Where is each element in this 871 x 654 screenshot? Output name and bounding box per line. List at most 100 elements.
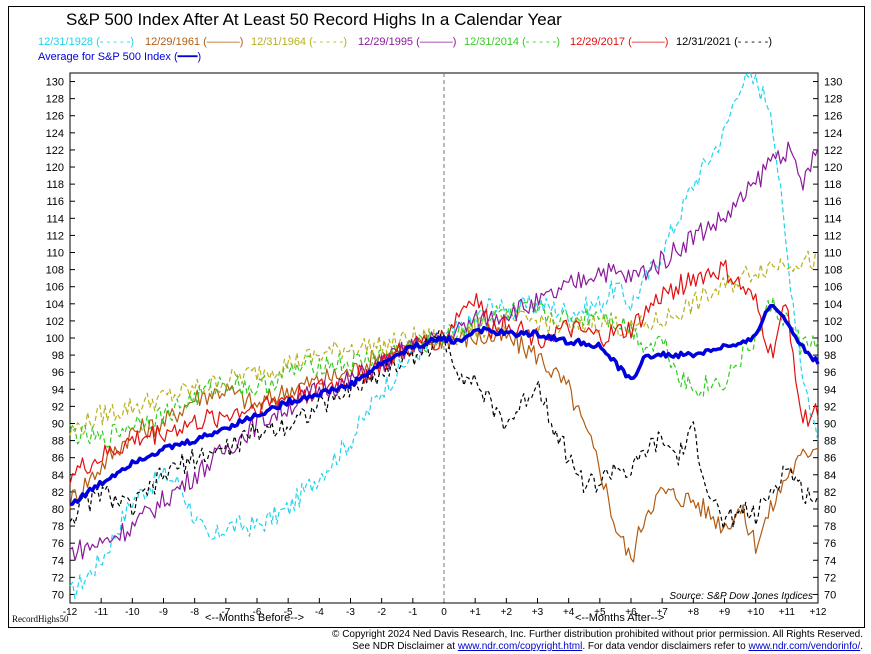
y-tick-label-left: 124 — [46, 128, 64, 140]
disclaimer-text-c: . — [860, 641, 863, 652]
legend-item-2017: 12/29/2017 (———) — [570, 36, 668, 48]
legend-label-1928: 12/31/1928 — [38, 36, 94, 48]
series-line-average — [69, 303, 820, 507]
y-tick-label-left: 118 — [46, 179, 64, 191]
y-tick-label-right: 104 — [824, 299, 842, 311]
y-tick-label-right: 118 — [824, 179, 842, 191]
x-tick-label: +4 — [563, 607, 575, 618]
y-tick-label-right: 74 — [824, 555, 836, 567]
y-tick-label-right: 102 — [824, 316, 842, 328]
legend-item-1995: 12/29/1995 (———) — [358, 36, 456, 48]
legend-item-average: Average for S&P 500 Index (━━━) — [38, 50, 201, 63]
legend-swatch-2021: (- - - - -) — [734, 36, 772, 48]
legend-item-1928: 12/31/1928 (- - - - -) — [38, 36, 134, 48]
y-tick-label-left: 84 — [52, 470, 64, 482]
x-tick-label: -12 — [63, 607, 78, 618]
legend-item-2021: 12/31/2021 (- - - - -) — [676, 36, 772, 48]
x-tick-label: -10 — [125, 607, 140, 618]
legend-label-average: Average for S&P 500 Index — [38, 51, 171, 63]
x-tick-label: 0 — [441, 607, 447, 618]
legend-swatch-average: (━━━) — [173, 51, 202, 63]
chart-frame — [8, 6, 865, 628]
y-tick-label-right: 110 — [824, 248, 842, 260]
x-tick-label: +8 — [688, 607, 700, 618]
x-tick-label: +11 — [779, 607, 796, 618]
y-tick-label-right: 86 — [824, 453, 836, 465]
y-tick-label-left: 104 — [46, 299, 64, 311]
chart-code: RecordHighs50 — [12, 614, 69, 624]
months-after-label: <--Months After--> — [575, 612, 665, 624]
x-tick-label: +6 — [625, 607, 637, 618]
disclaimer-text-a: See NDR Disclaimer at — [352, 641, 458, 652]
legend-item-1961: 12/29/1961 (———) — [145, 36, 243, 48]
x-tick-label: +10 — [747, 607, 764, 618]
disclaimer-text-b: . For data vendor disclaimers refer to — [582, 641, 749, 652]
x-tick-label: -4 — [315, 607, 324, 618]
legend-item-2014: 12/31/2014 (- - - - -) — [464, 36, 560, 48]
y-tick-label-right: 112 — [824, 230, 842, 242]
y-tick-label-left: 108 — [46, 265, 64, 277]
y-tick-label-left: 116 — [46, 196, 64, 208]
disclaimer-footer: See NDR Disclaimer at www.ndr.com/copyri… — [352, 641, 863, 652]
legend-label-1961: 12/29/1961 — [145, 36, 201, 48]
y-tick-label-right: 80 — [824, 504, 836, 516]
y-tick-label-right: 84 — [824, 470, 836, 482]
y-tick-label-left: 126 — [46, 111, 64, 123]
y-tick-label-right: 94 — [824, 384, 836, 396]
y-tick-label-right: 96 — [824, 367, 836, 379]
y-tick-label-left: 128 — [46, 94, 64, 106]
legend-label-1964: 12/31/1964 — [251, 36, 307, 48]
y-tick-label-left: 72 — [52, 572, 64, 584]
y-tick-label-right: 116 — [824, 196, 842, 208]
x-tick-label: -7 — [221, 607, 230, 618]
legend-label-2014: 12/31/2014 — [464, 36, 520, 48]
legend-label-2017: 12/29/2017 — [570, 36, 626, 48]
legend-swatch-1928: (- - - - -) — [96, 36, 134, 48]
y-tick-label-left: 112 — [46, 230, 64, 242]
y-tick-label-right: 92 — [824, 401, 836, 413]
copyright-link[interactable]: www.ndr.com/copyright.html — [457, 641, 583, 652]
legend-swatch-1964: (- - - - -) — [309, 36, 347, 48]
y-tick-label-left: 98 — [52, 350, 64, 362]
series-line-12-31-2021 — [69, 330, 819, 530]
x-tick-label: -1 — [408, 607, 417, 618]
y-tick-label-right: 82 — [824, 487, 836, 499]
y-tick-label-right: 98 — [824, 350, 836, 362]
copyright-footer: © Copyright 2024 Ned Davis Research, Inc… — [332, 629, 863, 640]
x-tick-label: -6 — [253, 607, 262, 618]
y-tick-label-left: 110 — [46, 248, 64, 260]
x-tick-label: -8 — [190, 607, 199, 618]
y-tick-label-right: 126 — [824, 111, 842, 123]
chart-title: S&P 500 Index After At Least 50 Record H… — [66, 10, 562, 29]
y-tick-label-left: 78 — [52, 521, 64, 533]
y-tick-label-left: 70 — [52, 589, 64, 601]
x-tick-label: +5 — [594, 607, 606, 618]
x-tick-label: -3 — [346, 607, 355, 618]
y-tick-label-left: 114 — [46, 213, 64, 225]
y-tick-label-left: 82 — [52, 487, 64, 499]
y-tick-label-left: 74 — [52, 555, 64, 567]
y-tick-label-left: 80 — [52, 504, 64, 516]
y-tick-label-right: 72 — [824, 572, 836, 584]
y-tick-label-left: 94 — [52, 384, 64, 396]
y-tick-label-right: 100 — [824, 333, 842, 345]
y-tick-label-right: 88 — [824, 436, 836, 448]
y-tick-label-right: 130 — [824, 77, 842, 89]
y-tick-label-left: 102 — [46, 316, 64, 328]
legend-label-1995: 12/29/1995 — [358, 36, 414, 48]
legend-item-1964: 12/31/1964 (- - - - -) — [251, 36, 347, 48]
legend-swatch-1961: (———) — [203, 36, 244, 48]
x-tick-label: -9 — [159, 607, 168, 618]
y-tick-label-left: 86 — [52, 453, 64, 465]
y-tick-label-right: 124 — [824, 128, 842, 140]
legend-swatch-1995: (———) — [416, 36, 457, 48]
x-tick-label: -2 — [377, 607, 386, 618]
y-tick-label-right: 114 — [824, 213, 842, 225]
vendorinfo-link[interactable]: www.ndr.com/vendorinfo/ — [748, 641, 861, 652]
source-note: Source: S&P Dow Jones Indices — [669, 591, 813, 602]
y-tick-label-right: 120 — [824, 162, 842, 174]
y-tick-label-right: 108 — [824, 265, 842, 277]
y-tick-label-left: 100 — [46, 333, 64, 345]
y-tick-label-left: 130 — [46, 77, 64, 89]
y-tick-label-left: 106 — [46, 282, 64, 294]
